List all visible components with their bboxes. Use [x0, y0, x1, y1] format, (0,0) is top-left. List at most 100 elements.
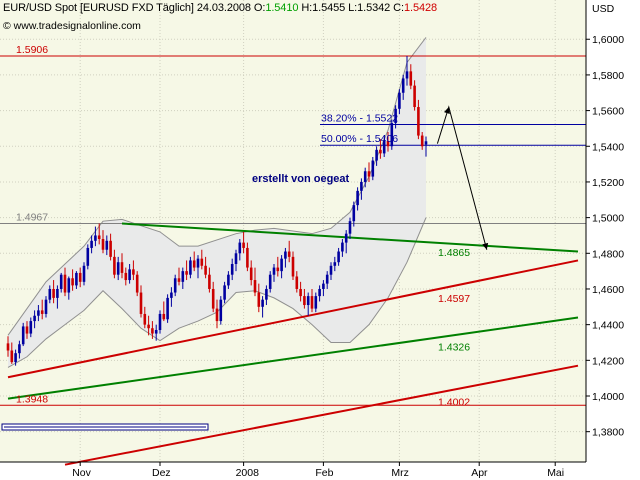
- candle-body: [147, 324, 150, 329]
- arrow-head-down: [482, 242, 489, 250]
- high-label: H:: [301, 2, 313, 14]
- candle-body: [280, 258, 283, 272]
- candle-body: [375, 149, 378, 161]
- candle-body: [192, 260, 196, 268]
- y-tick-label: 1,6000: [592, 34, 624, 46]
- candle-body: [78, 272, 82, 282]
- candle-body: [204, 265, 207, 275]
- y-tick-label: 1,4600: [592, 284, 624, 296]
- candle-body: [25, 326, 29, 334]
- axes: 1,3800 1,4000 1,4200 1,4400 1,4600 1,4800 1,50…: [0, 0, 624, 479]
- candle-body: [363, 171, 367, 182]
- y-tick-label: 1,4200: [592, 355, 624, 367]
- candle-body: [287, 251, 291, 257]
- candle-body: [151, 328, 154, 334]
- candle-body: [154, 330, 158, 334]
- candle-body: [352, 205, 356, 222]
- candle-body: [177, 278, 181, 282]
- candle-body: [170, 292, 173, 298]
- candle-body: [86, 247, 90, 266]
- author-annotation: erstellt von oegeat: [252, 173, 350, 185]
- trendline-label: 1.4865: [438, 247, 470, 259]
- candle-body: [337, 251, 340, 263]
- candle-body: [18, 344, 21, 354]
- currency-label: USD: [592, 3, 615, 15]
- candle-body: [268, 274, 272, 289]
- close-label: C:: [393, 2, 404, 14]
- x-tick-label: Apr: [471, 467, 488, 479]
- bollinger-fill: [8, 37, 426, 368]
- candle-body: [181, 271, 185, 282]
- candle-body: [390, 123, 394, 147]
- candle-body: [48, 288, 52, 300]
- candle-body: [101, 239, 105, 250]
- x-tick-label: Mrz: [391, 467, 409, 479]
- candle-body: [33, 315, 36, 322]
- level-label: 1.3948: [16, 393, 48, 405]
- candle-body: [265, 288, 268, 300]
- candle-body: [56, 288, 59, 298]
- candle-body: [306, 296, 310, 306]
- candle-body: [40, 310, 44, 314]
- candle-body: [253, 280, 257, 293]
- candle-body: [215, 308, 219, 322]
- high-value: 1.5455: [312, 2, 346, 14]
- copyright-icon: ©: [3, 20, 11, 32]
- candle-body: [329, 265, 333, 275]
- candle-body: [257, 292, 261, 307]
- x-tick-label: Feb: [315, 467, 333, 479]
- candle-body: [318, 288, 321, 297]
- candle-body: [413, 85, 416, 108]
- candle-body: [401, 78, 405, 93]
- candle-body: [196, 258, 200, 268]
- candle-body: [29, 321, 33, 334]
- candle-body: [303, 296, 306, 306]
- candle-body: [379, 149, 382, 154]
- candle-body: [143, 313, 147, 325]
- candle-body: [120, 262, 124, 273]
- x-tick-label: Mai: [547, 467, 564, 479]
- candle-body: [238, 242, 242, 254]
- open-label: O:: [253, 2, 266, 14]
- candle-body: [344, 233, 348, 243]
- y-tick-label: 1,5000: [592, 213, 624, 225]
- candle-body: [90, 240, 93, 248]
- candle-body: [284, 251, 287, 259]
- candle-body: [386, 140, 390, 147]
- low-label: L:: [348, 2, 358, 14]
- candle-body: [10, 350, 14, 363]
- source-line: © www.tradesignalonline.com: [3, 20, 141, 32]
- candle-body: [341, 242, 344, 252]
- open-value: 1.5410: [265, 2, 299, 14]
- trendline-label: 1.4002: [438, 397, 470, 409]
- candle-body: [162, 313, 166, 320]
- y-tick-label: 1,4400: [592, 320, 624, 332]
- candle-body: [21, 326, 25, 345]
- candle-body: [367, 171, 371, 177]
- candle-body: [394, 108, 397, 124]
- candle-body: [314, 296, 318, 309]
- y-tick-label: 1,5200: [592, 177, 624, 189]
- candle-body: [135, 274, 139, 293]
- candle-body: [291, 256, 295, 277]
- candle-body: [211, 288, 215, 309]
- candlesticks: [6, 56, 428, 366]
- candle-body: [94, 235, 97, 241]
- candle-body: [246, 247, 249, 268]
- candle-body: [67, 278, 71, 293]
- candle-body: [185, 271, 188, 275]
- candle-body: [424, 141, 428, 145]
- candle-body: [382, 140, 386, 154]
- candle-body: [360, 181, 363, 191]
- candle-body: [409, 71, 413, 86]
- candle-body: [105, 240, 109, 250]
- candle-body: [189, 260, 192, 275]
- candle-body: [132, 269, 135, 275]
- candle-body: [276, 267, 280, 272]
- horizontal-levels: [0, 55, 586, 406]
- candle-body: [322, 283, 325, 289]
- y-tick-label: 1,3800: [592, 427, 624, 439]
- candle-body: [348, 221, 352, 234]
- candle-body: [417, 107, 420, 136]
